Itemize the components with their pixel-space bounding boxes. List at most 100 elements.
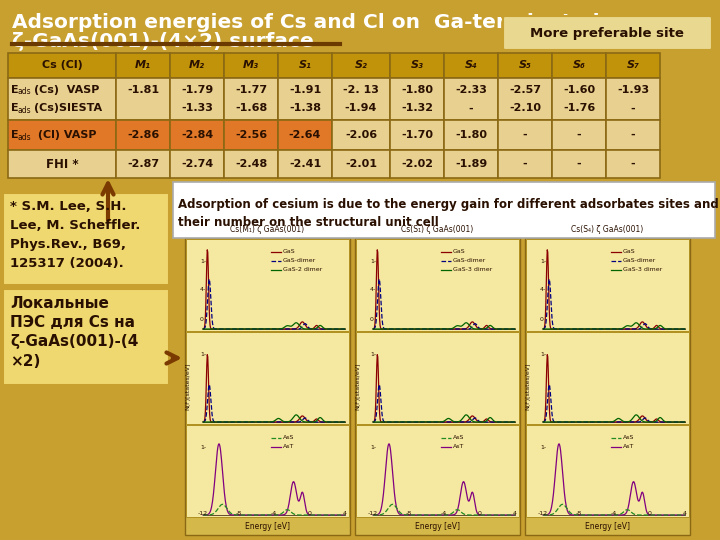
Text: -12: -12 xyxy=(198,511,208,516)
Text: 0: 0 xyxy=(370,318,374,322)
Text: -2.02: -2.02 xyxy=(401,159,433,169)
Text: AsS: AsS xyxy=(623,435,634,441)
Text: -2.48: -2.48 xyxy=(235,159,267,169)
Text: -1.60: -1.60 xyxy=(563,85,595,94)
Bar xyxy=(332,150,390,178)
Bar xyxy=(8,53,116,78)
Text: 0: 0 xyxy=(307,511,312,516)
Text: S₅: S₅ xyxy=(518,60,531,71)
Text: -1.80: -1.80 xyxy=(401,85,433,94)
Bar xyxy=(355,238,520,535)
Text: -12: -12 xyxy=(538,511,548,516)
FancyBboxPatch shape xyxy=(173,182,715,238)
Bar xyxy=(390,120,444,150)
Bar xyxy=(186,239,349,331)
Text: -1.93: -1.93 xyxy=(617,85,649,94)
Bar xyxy=(526,425,689,517)
Bar xyxy=(224,53,278,78)
Bar xyxy=(8,120,116,150)
Text: -1.70: -1.70 xyxy=(401,130,433,140)
FancyBboxPatch shape xyxy=(3,193,169,285)
Text: Cs(S₁) ζ GaAs(001): Cs(S₁) ζ GaAs(001) xyxy=(401,226,474,234)
Bar xyxy=(498,78,552,120)
Bar xyxy=(224,78,278,120)
Text: 4: 4 xyxy=(683,511,687,516)
Text: -1.79: -1.79 xyxy=(181,85,213,94)
Text: (Cs)  VASP: (Cs) VASP xyxy=(34,85,99,94)
Text: GaS: GaS xyxy=(453,249,465,254)
Text: -2.74: -2.74 xyxy=(181,159,213,169)
Text: -1.77: -1.77 xyxy=(235,85,267,94)
Bar xyxy=(390,150,444,178)
Text: S₆: S₆ xyxy=(572,60,585,71)
Bar xyxy=(606,120,660,150)
FancyBboxPatch shape xyxy=(3,289,169,385)
Bar xyxy=(116,78,170,120)
Bar xyxy=(185,238,350,535)
Text: -1.33: -1.33 xyxy=(181,103,213,113)
Text: -2.10: -2.10 xyxy=(509,103,541,113)
Text: S₂: S₂ xyxy=(354,60,367,71)
FancyBboxPatch shape xyxy=(503,16,712,50)
Bar xyxy=(498,53,552,78)
Text: 1-: 1- xyxy=(370,259,376,264)
Text: Cs(S₄) ζ GaAs(001): Cs(S₄) ζ GaAs(001) xyxy=(572,226,644,234)
Text: -4: -4 xyxy=(271,511,277,516)
Text: -1.68: -1.68 xyxy=(235,103,267,113)
Text: 1-: 1- xyxy=(540,259,546,264)
Text: N(F)[states/eV]: N(F)[states/eV] xyxy=(186,363,191,410)
Bar xyxy=(116,120,170,150)
Text: ads: ads xyxy=(18,87,32,96)
Bar xyxy=(356,239,519,331)
Bar xyxy=(332,78,390,120)
Bar xyxy=(526,332,689,424)
Text: Локальные
ПЭС для Cs на
ζ-GaAs(001)-(4
×2): Локальные ПЭС для Cs на ζ-GaAs(001)-(4 ×… xyxy=(10,296,138,369)
Text: Energy [eV]: Energy [eV] xyxy=(415,522,460,531)
Bar xyxy=(444,120,498,150)
Text: ads: ads xyxy=(18,132,32,141)
Text: -2.56: -2.56 xyxy=(235,130,267,140)
Text: Adsorption of cesium is due to the energy gain for different adsorbates sites an: Adsorption of cesium is due to the energ… xyxy=(178,198,719,229)
Text: Energy [eV]: Energy [eV] xyxy=(585,522,630,531)
Text: -: - xyxy=(469,103,473,113)
Text: 1-: 1- xyxy=(370,352,376,357)
Text: -: - xyxy=(631,130,635,140)
Bar xyxy=(525,238,690,535)
Bar xyxy=(390,53,444,78)
Text: S₄: S₄ xyxy=(464,60,477,71)
Text: 1-: 1- xyxy=(370,445,376,450)
Text: ads: ads xyxy=(18,106,32,114)
Text: AsT: AsT xyxy=(453,444,464,449)
Bar xyxy=(224,150,278,178)
Text: -1.76: -1.76 xyxy=(563,103,595,113)
Bar xyxy=(186,425,349,517)
Text: AsT: AsT xyxy=(623,444,634,449)
Bar xyxy=(170,120,224,150)
Text: -: - xyxy=(577,159,581,169)
Text: -8: -8 xyxy=(235,511,242,516)
Text: Adsorption energies of Cs and Cl on  Ga-terminated: Adsorption energies of Cs and Cl on Ga-t… xyxy=(12,13,600,32)
Bar xyxy=(116,53,170,78)
Bar xyxy=(606,150,660,178)
Bar xyxy=(606,78,660,120)
Bar xyxy=(170,150,224,178)
Text: -8: -8 xyxy=(405,511,412,516)
Bar xyxy=(332,120,390,150)
Bar xyxy=(498,120,552,150)
Text: 0: 0 xyxy=(647,511,652,516)
Text: S₁: S₁ xyxy=(299,60,312,71)
Text: 1-: 1- xyxy=(200,259,206,264)
Bar xyxy=(332,53,390,78)
Text: -12: -12 xyxy=(368,511,378,516)
Text: GaS: GaS xyxy=(623,249,636,254)
Text: GaS-dimer: GaS-dimer xyxy=(283,259,316,264)
Text: AsS: AsS xyxy=(283,435,294,441)
Text: -: - xyxy=(523,130,527,140)
Text: -2.33: -2.33 xyxy=(455,85,487,94)
Bar xyxy=(224,120,278,150)
Text: E: E xyxy=(11,103,19,113)
Text: FHI *: FHI * xyxy=(45,158,78,171)
Bar xyxy=(278,120,332,150)
Text: -1.89: -1.89 xyxy=(455,159,487,169)
Text: S₇: S₇ xyxy=(626,60,639,71)
